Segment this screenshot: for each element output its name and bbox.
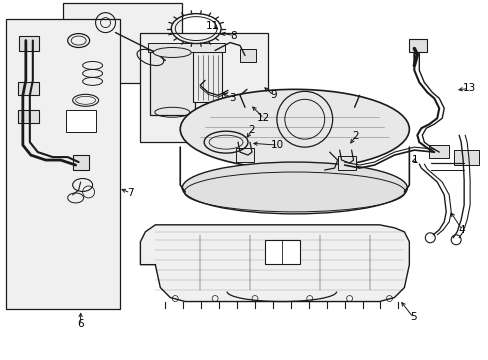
Text: 8: 8 <box>230 31 237 41</box>
Text: 6: 6 <box>77 319 84 329</box>
Bar <box>62 3 182 84</box>
Text: 5: 5 <box>409 312 416 323</box>
Bar <box>428 145 448 158</box>
Text: 2: 2 <box>248 125 255 135</box>
Text: 2: 2 <box>351 131 358 141</box>
Bar <box>148 42 224 53</box>
Text: 1: 1 <box>411 155 418 165</box>
Ellipse shape <box>180 89 408 169</box>
Ellipse shape <box>153 48 191 58</box>
Bar <box>408 39 427 53</box>
Text: 10: 10 <box>271 140 284 150</box>
Text: 12: 12 <box>257 113 270 123</box>
Bar <box>236 148 253 162</box>
Bar <box>264 240 299 264</box>
Bar <box>453 150 478 165</box>
Bar <box>73 155 88 170</box>
Bar <box>193 53 222 102</box>
Bar <box>6 19 120 310</box>
Text: 13: 13 <box>462 84 475 93</box>
Text: 11: 11 <box>205 21 218 31</box>
Text: 4: 4 <box>458 225 465 235</box>
Text: 7: 7 <box>127 188 134 198</box>
Bar <box>19 36 39 50</box>
Ellipse shape <box>182 162 407 214</box>
Bar <box>18 82 39 95</box>
Bar <box>240 49 255 62</box>
Polygon shape <box>140 225 408 302</box>
Bar <box>337 156 355 170</box>
Bar <box>140 32 267 142</box>
Bar <box>150 45 195 115</box>
Bar <box>18 110 39 123</box>
Text: 9: 9 <box>270 90 277 100</box>
Bar <box>65 110 95 132</box>
Text: 3: 3 <box>228 93 235 103</box>
